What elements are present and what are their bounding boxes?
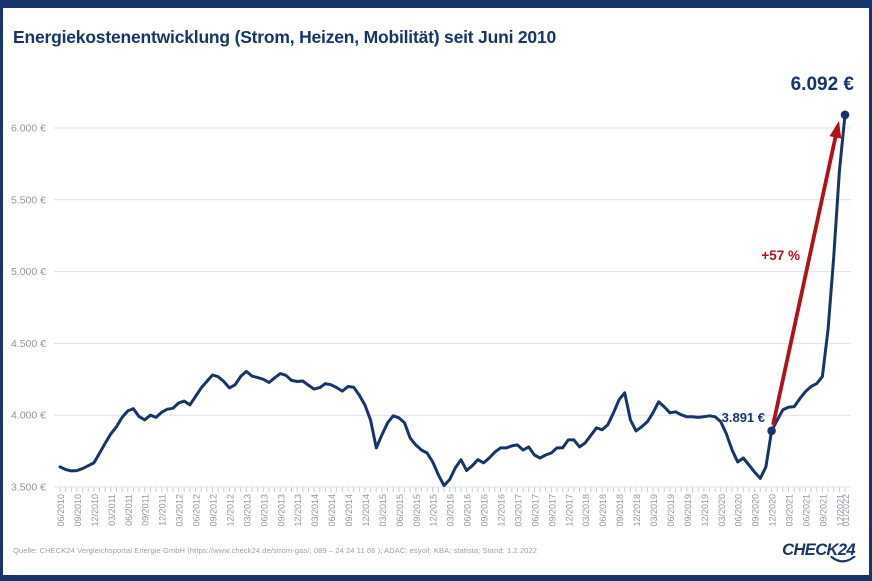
check24-logo: CHECK24 (782, 541, 856, 563)
trend-arrow-head (829, 120, 842, 139)
logo-smile-icon (830, 556, 856, 563)
x-axis-label: 12/2014 (361, 494, 371, 527)
x-axis-label: 12/2013 (293, 494, 303, 527)
x-axis-label: 09/2016 (480, 494, 490, 527)
x-axis-label: 09/2013 (276, 494, 286, 527)
x-axis-label: 03/2014 (310, 494, 320, 527)
page-title: Energiekostenentwicklung (Strom, Heizen,… (13, 27, 557, 47)
x-axis-label: 03/2016 (446, 494, 456, 527)
x-axis-label: 03/2017 (513, 494, 523, 527)
x-axis-label: 09/2010 (73, 494, 83, 527)
source-note: Quelle: CHECK24 Vergleichsportal Energie… (13, 546, 537, 555)
x-axis-label: 06/2013 (259, 494, 269, 527)
x-axis-label: 06/2021 (801, 494, 811, 527)
x-axis-label: 12/2019 (700, 494, 710, 527)
data-line (58, 113, 847, 488)
x-axis-label: 03/2012 (175, 494, 185, 527)
x-axis-label: 09/2021 (818, 494, 828, 527)
x-axis-label: 06/2020 (734, 494, 744, 527)
x-axis-label: 12/2011 (158, 494, 168, 526)
x-axis-label: 09/2014 (344, 494, 354, 527)
x-axis-label: 09/2011 (141, 494, 151, 526)
y-axis-label: 5.000 € (11, 266, 46, 278)
x-axis-label: 09/2020 (751, 494, 761, 527)
start-value-label: 3.891 € (721, 410, 765, 425)
x-axis-label: 09/2018 (615, 494, 625, 527)
percent-change-label: +57 % (761, 248, 800, 263)
x-axis-label: 03/2015 (378, 494, 388, 527)
x-axis-label: 12/2017 (564, 494, 574, 527)
x-axis-label: 09/2015 (412, 494, 422, 527)
x-axis-label: 09/2017 (547, 494, 557, 527)
x-axis-label: 12/2021 (835, 494, 845, 527)
x-axis-label: 03/2011 (107, 494, 117, 526)
trend-arrow-shaft (771, 133, 839, 426)
x-axis-label: 06/2011 (124, 494, 134, 526)
data-point-dot (767, 426, 776, 436)
x-axis-label: 12/2016 (497, 494, 507, 527)
data-point-dot (840, 110, 850, 120)
x-axis-label: 06/2012 (192, 494, 202, 527)
x-axis-label: 01/2022 (841, 494, 851, 527)
x-axis-label: 06/2014 (327, 494, 337, 527)
x-axis-label: 06/2010 (56, 494, 66, 527)
x-axis-label: 06/2018 (598, 494, 608, 527)
x-axis-label: 12/2012 (225, 494, 235, 527)
x-axis-label: 03/2020 (717, 494, 727, 527)
x-axis-label: 09/2019 (683, 494, 693, 527)
x-axis-label: 03/2019 (649, 494, 659, 527)
y-axis-label: 6.000 € (11, 123, 46, 135)
y-axis-label: 3.500 € (11, 482, 46, 494)
x-axis-label: 03/2013 (242, 494, 252, 527)
check24-logo-text: CHECK24 (782, 541, 855, 559)
x-axis-label: 09/2012 (208, 494, 218, 527)
x-axis-label: 12/2010 (90, 494, 100, 527)
x-axis-label: 03/2018 (581, 494, 591, 527)
x-axis-label: 12/2015 (429, 494, 439, 527)
x-axis-label: 06/2019 (666, 494, 676, 527)
y-axis-label: 4.500 € (11, 338, 46, 350)
x-axis-label: 06/2016 (463, 494, 473, 527)
x-axis-label: 12/2020 (768, 494, 778, 527)
end-value-label: 6.092 € (790, 74, 854, 95)
x-axis-label: 06/2015 (395, 494, 405, 527)
y-axis-label: 4.000 € (11, 410, 46, 422)
x-axis-label: 12/2018 (632, 494, 642, 527)
x-axis-label: 06/2017 (530, 494, 540, 527)
y-axis-label: 5.500 € (11, 194, 46, 206)
x-axis-label: 03/2021 (785, 494, 795, 527)
